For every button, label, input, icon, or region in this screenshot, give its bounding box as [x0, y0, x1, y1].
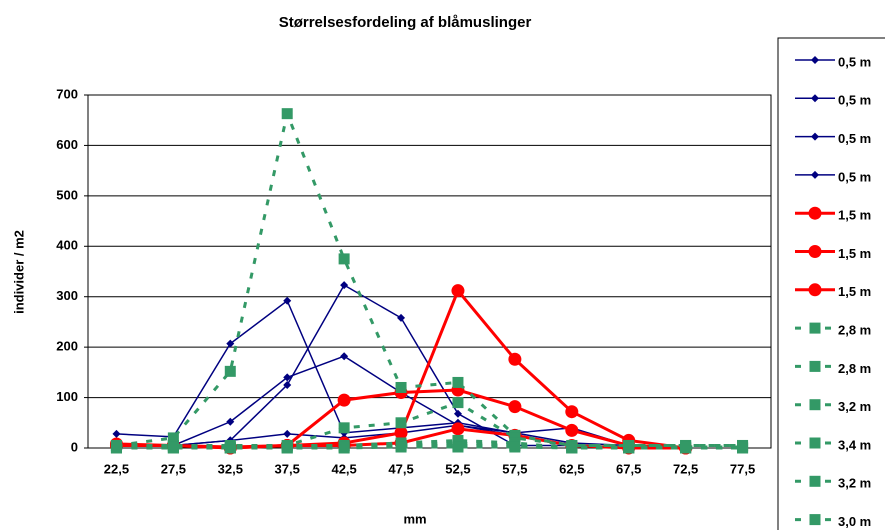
x-tick-label: 77,5: [730, 461, 755, 476]
x-tick-label: 67,5: [616, 461, 641, 476]
chart-title: Størrelsesfordeling af blåmuslinger: [279, 14, 532, 31]
series-line: [116, 108, 743, 447]
marker: [226, 417, 235, 426]
marker: [395, 441, 407, 453]
legend-marker: [811, 170, 819, 179]
marker: [340, 352, 349, 361]
legend-label: 0,5 m: [838, 93, 871, 108]
x-tick-label: 22,5: [104, 461, 129, 476]
legend-label: 1,5 m: [838, 284, 871, 299]
marker: [451, 284, 465, 298]
y-tick-label: 600: [56, 137, 78, 152]
legend-label: 2,8 m: [838, 323, 871, 338]
marker: [566, 442, 578, 454]
series-line: [116, 400, 743, 447]
marker: [451, 422, 465, 436]
legend-marker: [809, 322, 821, 334]
marker: [281, 442, 293, 454]
marker: [338, 422, 350, 434]
y-tick-label: 700: [56, 86, 78, 101]
marker: [509, 441, 521, 453]
legend-box: [777, 37, 885, 530]
y-tick-label: 100: [56, 389, 78, 404]
marker: [112, 429, 121, 438]
y-tick-label: 300: [56, 288, 78, 303]
marker: [337, 393, 351, 407]
legend-marker: [811, 94, 819, 103]
x-tick-label: 32,5: [218, 461, 243, 476]
legend-label: 2,8 m: [838, 361, 871, 376]
x-tick-label: 57,5: [502, 461, 527, 476]
marker: [452, 441, 464, 453]
marker: [283, 373, 292, 382]
marker: [226, 339, 235, 348]
legend-label: 0,5 m: [838, 54, 871, 69]
marker: [340, 281, 349, 290]
x-tick-label: 52,5: [445, 461, 470, 476]
marker: [680, 442, 692, 454]
legend-marker: [811, 56, 819, 64]
legend-label: 0,5 m: [838, 169, 871, 184]
legend-marker: [808, 283, 822, 297]
marker: [623, 442, 635, 454]
legend-marker: [809, 360, 821, 372]
legend-marker: [809, 514, 821, 526]
legend-label: 1,5 m: [838, 208, 871, 223]
legend-label: 0,5 m: [838, 131, 871, 146]
y-tick-label: 500: [56, 187, 78, 202]
x-tick-label: 47,5: [388, 461, 413, 476]
marker: [224, 442, 236, 454]
legend-label: 1,5 m: [838, 246, 871, 261]
marker: [453, 409, 462, 418]
marker: [110, 442, 122, 454]
marker: [338, 442, 350, 454]
marker: [452, 397, 464, 409]
marker: [394, 426, 408, 440]
marker: [283, 296, 292, 305]
marker: [281, 108, 293, 120]
y-tick-label: 0: [71, 439, 78, 454]
y-axis-label: individer / m2: [11, 230, 26, 314]
legend-label: 3,2 m: [838, 476, 871, 491]
legend-label: 3,4 m: [838, 437, 871, 452]
legend-marker: [809, 437, 821, 449]
marker: [395, 417, 407, 429]
marker: [283, 429, 292, 438]
marker: [167, 432, 179, 444]
marker: [338, 253, 350, 265]
legend-marker: [809, 475, 821, 487]
marker: [283, 380, 292, 389]
x-tick-label: 42,5: [331, 461, 356, 476]
legend-marker: [811, 132, 819, 141]
marker: [224, 365, 236, 377]
marker: [395, 381, 407, 393]
marker: [508, 352, 522, 366]
marker: [508, 400, 522, 414]
x-tick-label: 37,5: [275, 461, 300, 476]
marker: [452, 376, 464, 388]
legend-label: 3,0 m: [838, 514, 871, 529]
marker: [737, 442, 749, 454]
x-tick-label: 62,5: [559, 461, 584, 476]
legend-marker: [808, 245, 822, 258]
marker: [565, 423, 579, 437]
legend-marker: [809, 399, 821, 411]
x-tick-label: 27,5: [161, 461, 186, 476]
marker: [167, 442, 179, 454]
marker: [397, 313, 406, 322]
x-tick-label: 72,5: [673, 461, 698, 476]
plot-area: [87, 94, 772, 449]
y-tick-label: 400: [56, 238, 78, 253]
y-tick-label: 200: [56, 339, 78, 354]
legend-label: 3,2 m: [838, 399, 871, 414]
marker: [565, 405, 579, 419]
x-axis-label: mm: [403, 511, 426, 526]
legend-marker: [808, 206, 822, 220]
